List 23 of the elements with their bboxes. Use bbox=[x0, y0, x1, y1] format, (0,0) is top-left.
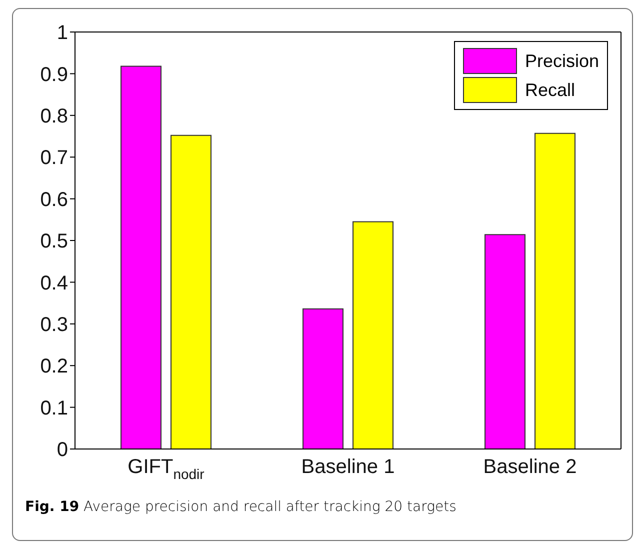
y-tick-label: 1 bbox=[56, 22, 68, 44]
x-tick-label: Baseline 1 bbox=[301, 456, 395, 478]
bar bbox=[534, 132, 576, 449]
x-tick-label: Baseline 2 bbox=[483, 456, 577, 478]
y-tick-label: 0.4 bbox=[40, 272, 68, 294]
y-tick-label: 0.7 bbox=[40, 147, 68, 170]
y-tick-label: 0.6 bbox=[40, 188, 68, 211]
y-tick-label: 0.1 bbox=[40, 397, 68, 420]
legend-label: Precision bbox=[524, 50, 599, 72]
bar bbox=[170, 134, 212, 449]
y-tick-label: 0 bbox=[56, 439, 68, 462]
y-tick-label: 0.8 bbox=[40, 106, 68, 128]
legend-label: Recall bbox=[524, 80, 575, 100]
bar bbox=[302, 308, 344, 449]
y-tick-label: 0.3 bbox=[40, 314, 68, 336]
y-tick-label: 0.2 bbox=[40, 356, 68, 378]
bar bbox=[120, 66, 162, 449]
y-tick-label: 0.5 bbox=[40, 230, 68, 253]
x-tick-label: GIFT$_{nodir}$ bbox=[128, 456, 205, 482]
bar bbox=[484, 234, 526, 449]
y-tick-label: 0.9 bbox=[40, 64, 68, 86]
bar bbox=[352, 221, 394, 449]
caption: Fig. 19 Average precision and recall after tracking 20 targets bbox=[25, 499, 456, 515]
